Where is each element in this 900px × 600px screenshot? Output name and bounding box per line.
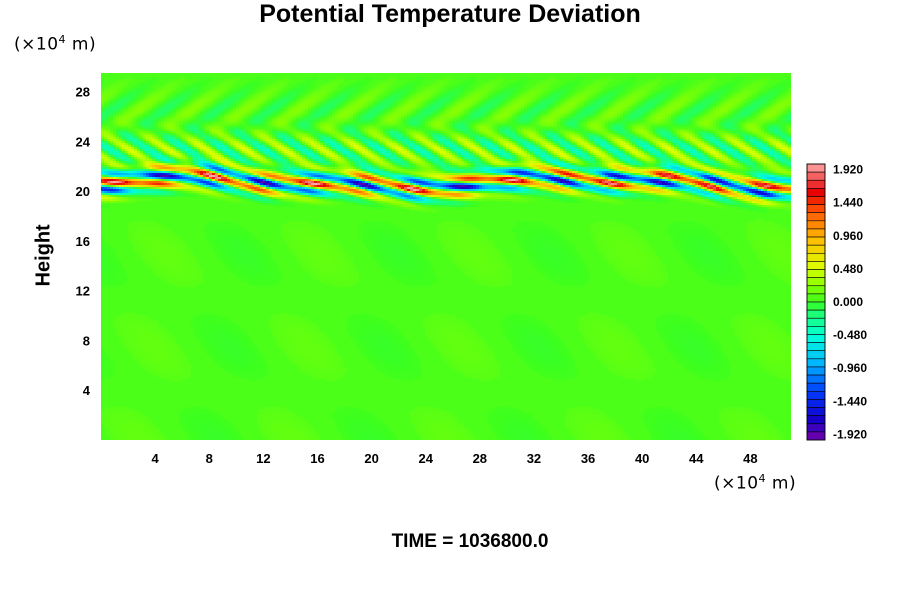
time-label: TIME = 1036800.0 (0, 531, 900, 553)
colorbar-label: 1.440 (833, 196, 863, 210)
y-axis-unit-label: (×104 m) (14, 33, 96, 55)
y-tick-label-8: 8 (83, 333, 90, 348)
y-tick-label-4: 4 (83, 383, 91, 398)
x-tick-label-48: 48 (743, 451, 757, 466)
x-tick-label-20: 20 (364, 451, 378, 466)
colorbar-label: 0.000 (833, 295, 863, 309)
x-axis-unit-label: (×104 m) (714, 472, 796, 494)
colorbar-label: 0.480 (833, 262, 863, 276)
x-axis-ticks: 4 8 12 16 20 24 28 32 36 40 44 48 (152, 451, 758, 466)
x-tick-label-12: 12 (256, 451, 270, 466)
y-tick-label-20: 20 (76, 184, 90, 199)
x-tick-label-28: 28 (473, 451, 487, 466)
colorbar-label: -0.480 (833, 328, 867, 342)
y-tick-label-12: 12 (76, 284, 90, 299)
colorbar-label: -0.960 (833, 361, 867, 375)
colorbar-label: 1.920 (833, 163, 863, 177)
colorbar (806, 163, 826, 441)
x-tick-label-44: 44 (689, 451, 704, 466)
colorbar-label: -1.440 (833, 394, 867, 408)
x-tick-label-36: 36 (581, 451, 595, 466)
x-tick-label-24: 24 (418, 451, 433, 466)
y-tick-label-28: 28 (76, 85, 90, 100)
x-tick-label-40: 40 (635, 451, 649, 466)
x-tick-label-8: 8 (206, 451, 213, 466)
chart-title: Potential Temperature Deviation (0, 0, 900, 29)
y-tick-label-16: 16 (76, 234, 90, 249)
heatmap-field (101, 73, 791, 440)
colorbar-label: -1.920 (833, 427, 867, 441)
colorbar-label: 0.960 (833, 229, 863, 243)
x-tick-label-4: 4 (152, 451, 160, 466)
x-tick-label-16: 16 (310, 451, 324, 466)
colorbar-ticks: 1.920 1.440 0.960 0.480 0.000 -0.480 -0.960 -1.… (833, 163, 867, 442)
y-axis-ticks: 4 8 12 16 20 24 28 (76, 85, 91, 399)
x-tick-label-32: 32 (527, 451, 541, 466)
y-tick-label-24: 24 (76, 134, 91, 149)
